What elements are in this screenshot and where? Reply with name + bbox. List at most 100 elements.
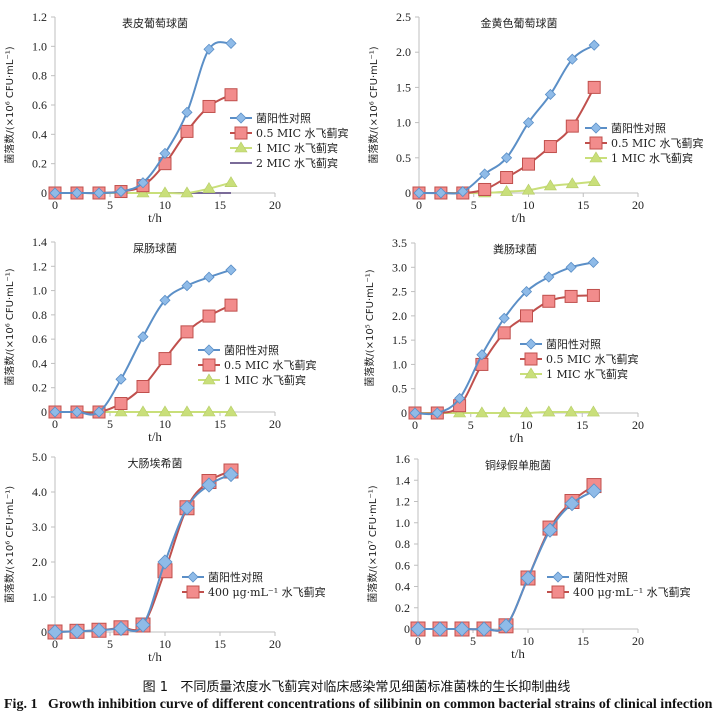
chart-title: 铜绿假单胞菌 bbox=[485, 458, 551, 472]
data-point-diamond bbox=[223, 466, 239, 483]
data-point-square bbox=[522, 157, 535, 171]
legend-label: 菌阳性对照 bbox=[611, 121, 666, 135]
y-tick-label: 1.5 bbox=[392, 333, 407, 347]
x-tick-label: 10 bbox=[521, 418, 533, 432]
data-point-triangle bbox=[180, 405, 194, 417]
data-point-diamond bbox=[498, 312, 510, 324]
data-point-diamond bbox=[113, 620, 129, 637]
data-point-square bbox=[224, 88, 238, 102]
data-point-diamond bbox=[71, 406, 83, 418]
data-point-diamond bbox=[590, 122, 602, 134]
x-tick-label: 20 bbox=[269, 637, 281, 651]
y-tick-label: 0 bbox=[41, 405, 47, 419]
chart-title: 金黄色葡萄球菌 bbox=[481, 16, 558, 30]
data-point-diamond bbox=[565, 261, 577, 273]
y-tick-label: 0.4 bbox=[32, 356, 47, 370]
data-point-triangle bbox=[475, 406, 489, 418]
data-point-triangle bbox=[521, 183, 536, 195]
data-point-triangle bbox=[202, 405, 216, 417]
y-tick-label: 1.4 bbox=[395, 473, 410, 487]
y-tick-label: 2.5 bbox=[392, 285, 407, 299]
x-axis-label: t/h bbox=[148, 429, 162, 444]
data-point-diamond bbox=[135, 617, 151, 633]
data-point-diamond bbox=[225, 264, 237, 276]
x-tick-label: 20 bbox=[632, 634, 644, 648]
x-tick-label: 10 bbox=[159, 417, 171, 431]
chart-panel-6: 0 0.2 0.4 0.6 0.8 1.0 1.2 1.4 1.6 0 5 10 15 20 t/h 菌落数/… bbox=[366, 452, 691, 661]
y-tick-label: 1.0 bbox=[395, 516, 410, 530]
legend-label: 菌阳性对照 bbox=[224, 343, 279, 357]
x-tick-label: 5 bbox=[107, 417, 113, 431]
series-mic05 bbox=[408, 288, 600, 420]
chart-title: 大肠埃希菌 bbox=[128, 456, 183, 470]
data-point-triangle bbox=[202, 182, 216, 193]
y-tick-label: 1.2 bbox=[32, 259, 47, 273]
data-point-diamond bbox=[115, 185, 127, 198]
legend-label: 1 MIC 水飞蓟宾 bbox=[224, 373, 306, 387]
data-point-diamond bbox=[187, 571, 199, 583]
data-point-square bbox=[186, 585, 200, 599]
x-tick-label: 20 bbox=[269, 417, 281, 431]
data-point-square bbox=[500, 171, 514, 185]
data-point-square bbox=[234, 126, 248, 140]
data-point-diamond bbox=[203, 271, 215, 283]
y-tick-label: 0.8 bbox=[32, 308, 47, 322]
data-point-diamond bbox=[520, 286, 533, 298]
x-tick-label: 10 bbox=[159, 637, 171, 651]
x-tick-label: 15 bbox=[576, 418, 588, 432]
data-point-diamond bbox=[157, 554, 173, 570]
data-point-square bbox=[589, 136, 603, 150]
y-tick-label: 1.2 bbox=[395, 495, 410, 509]
x-tick-label: 5 bbox=[107, 198, 113, 212]
series-control bbox=[49, 264, 237, 418]
x-tick-label: 0 bbox=[412, 418, 418, 432]
series-line bbox=[54, 473, 232, 633]
y-tick-label: 1.0 bbox=[32, 284, 47, 298]
x-tick-label: 10 bbox=[522, 634, 534, 648]
data-point-diamond bbox=[586, 483, 602, 499]
data-point-diamond bbox=[410, 621, 426, 637]
legend-label: 0.5 MIC 水飞蓟宾 bbox=[224, 358, 317, 372]
x-axis-label: t/h bbox=[148, 210, 162, 225]
y-tick-label: 0.8 bbox=[395, 537, 410, 551]
y-axis-label: 菌落数/(×10⁵ CFU·mL⁻¹) bbox=[363, 269, 376, 386]
x-axis-label: t/h bbox=[510, 430, 524, 445]
data-point-diamond bbox=[91, 622, 107, 638]
data-point-diamond bbox=[501, 152, 513, 164]
legend-label: 400 μg·mL⁻¹ 水飞蓟宾 bbox=[573, 585, 691, 599]
data-point-triangle bbox=[587, 175, 601, 187]
y-axis-label: 菌落数/(×10⁷ CFU·mL⁻¹) bbox=[366, 485, 379, 602]
data-point-triangle bbox=[136, 405, 150, 417]
y-tick-label: 0.2 bbox=[395, 601, 410, 615]
chart-panel-2: 0 0.5 1.0 1.5 2.0 2.5 0 5 10 15 20 t/h 菌落数/(×10⁶ CFU… bbox=[367, 10, 704, 225]
data-point-diamond bbox=[71, 187, 83, 199]
data-point-diamond bbox=[93, 406, 105, 418]
data-point-square bbox=[202, 309, 216, 323]
y-tick-label: 0.6 bbox=[395, 558, 410, 572]
data-point-triangle bbox=[542, 405, 556, 417]
y-tick-label: 2.0 bbox=[396, 45, 411, 59]
data-point-square bbox=[158, 352, 172, 366]
chart-panel-3: 0 0.2 0.4 0.6 0.8 1.0 1.2 1.4 0 5 10 15 20 t/h 菌落数/(×1… bbox=[3, 235, 317, 444]
data-point-square bbox=[180, 124, 194, 138]
data-point-diamond bbox=[476, 349, 488, 361]
chart-title: 屎肠球菌 bbox=[133, 241, 177, 255]
y-axis-label: 菌落数/(×10⁶ CFU·mL⁻¹) bbox=[3, 268, 16, 385]
x-tick-label: 0 bbox=[52, 417, 58, 431]
data-point-diamond bbox=[235, 112, 247, 124]
series-control bbox=[47, 466, 239, 640]
data-point-square bbox=[542, 294, 556, 308]
data-point-diamond bbox=[479, 168, 491, 180]
data-point-diamond bbox=[181, 280, 193, 292]
chart-panel-5: 0 1.0 2.0 3.0 4.0 5.0 0 5 10 15 20 t/h 菌落数/(×10⁶ CFU… bbox=[3, 450, 326, 664]
legend-label: 2 MIC 水飞蓟宾 bbox=[256, 156, 338, 170]
y-tick-label: 1.0 bbox=[32, 39, 47, 53]
data-point-diamond bbox=[588, 39, 600, 51]
data-point-square bbox=[224, 298, 238, 312]
data-point-diamond bbox=[544, 88, 556, 101]
y-tick-label: 2.0 bbox=[32, 555, 47, 569]
x-tick-label: 5 bbox=[470, 634, 476, 648]
y-tick-label: 0.6 bbox=[32, 98, 47, 112]
